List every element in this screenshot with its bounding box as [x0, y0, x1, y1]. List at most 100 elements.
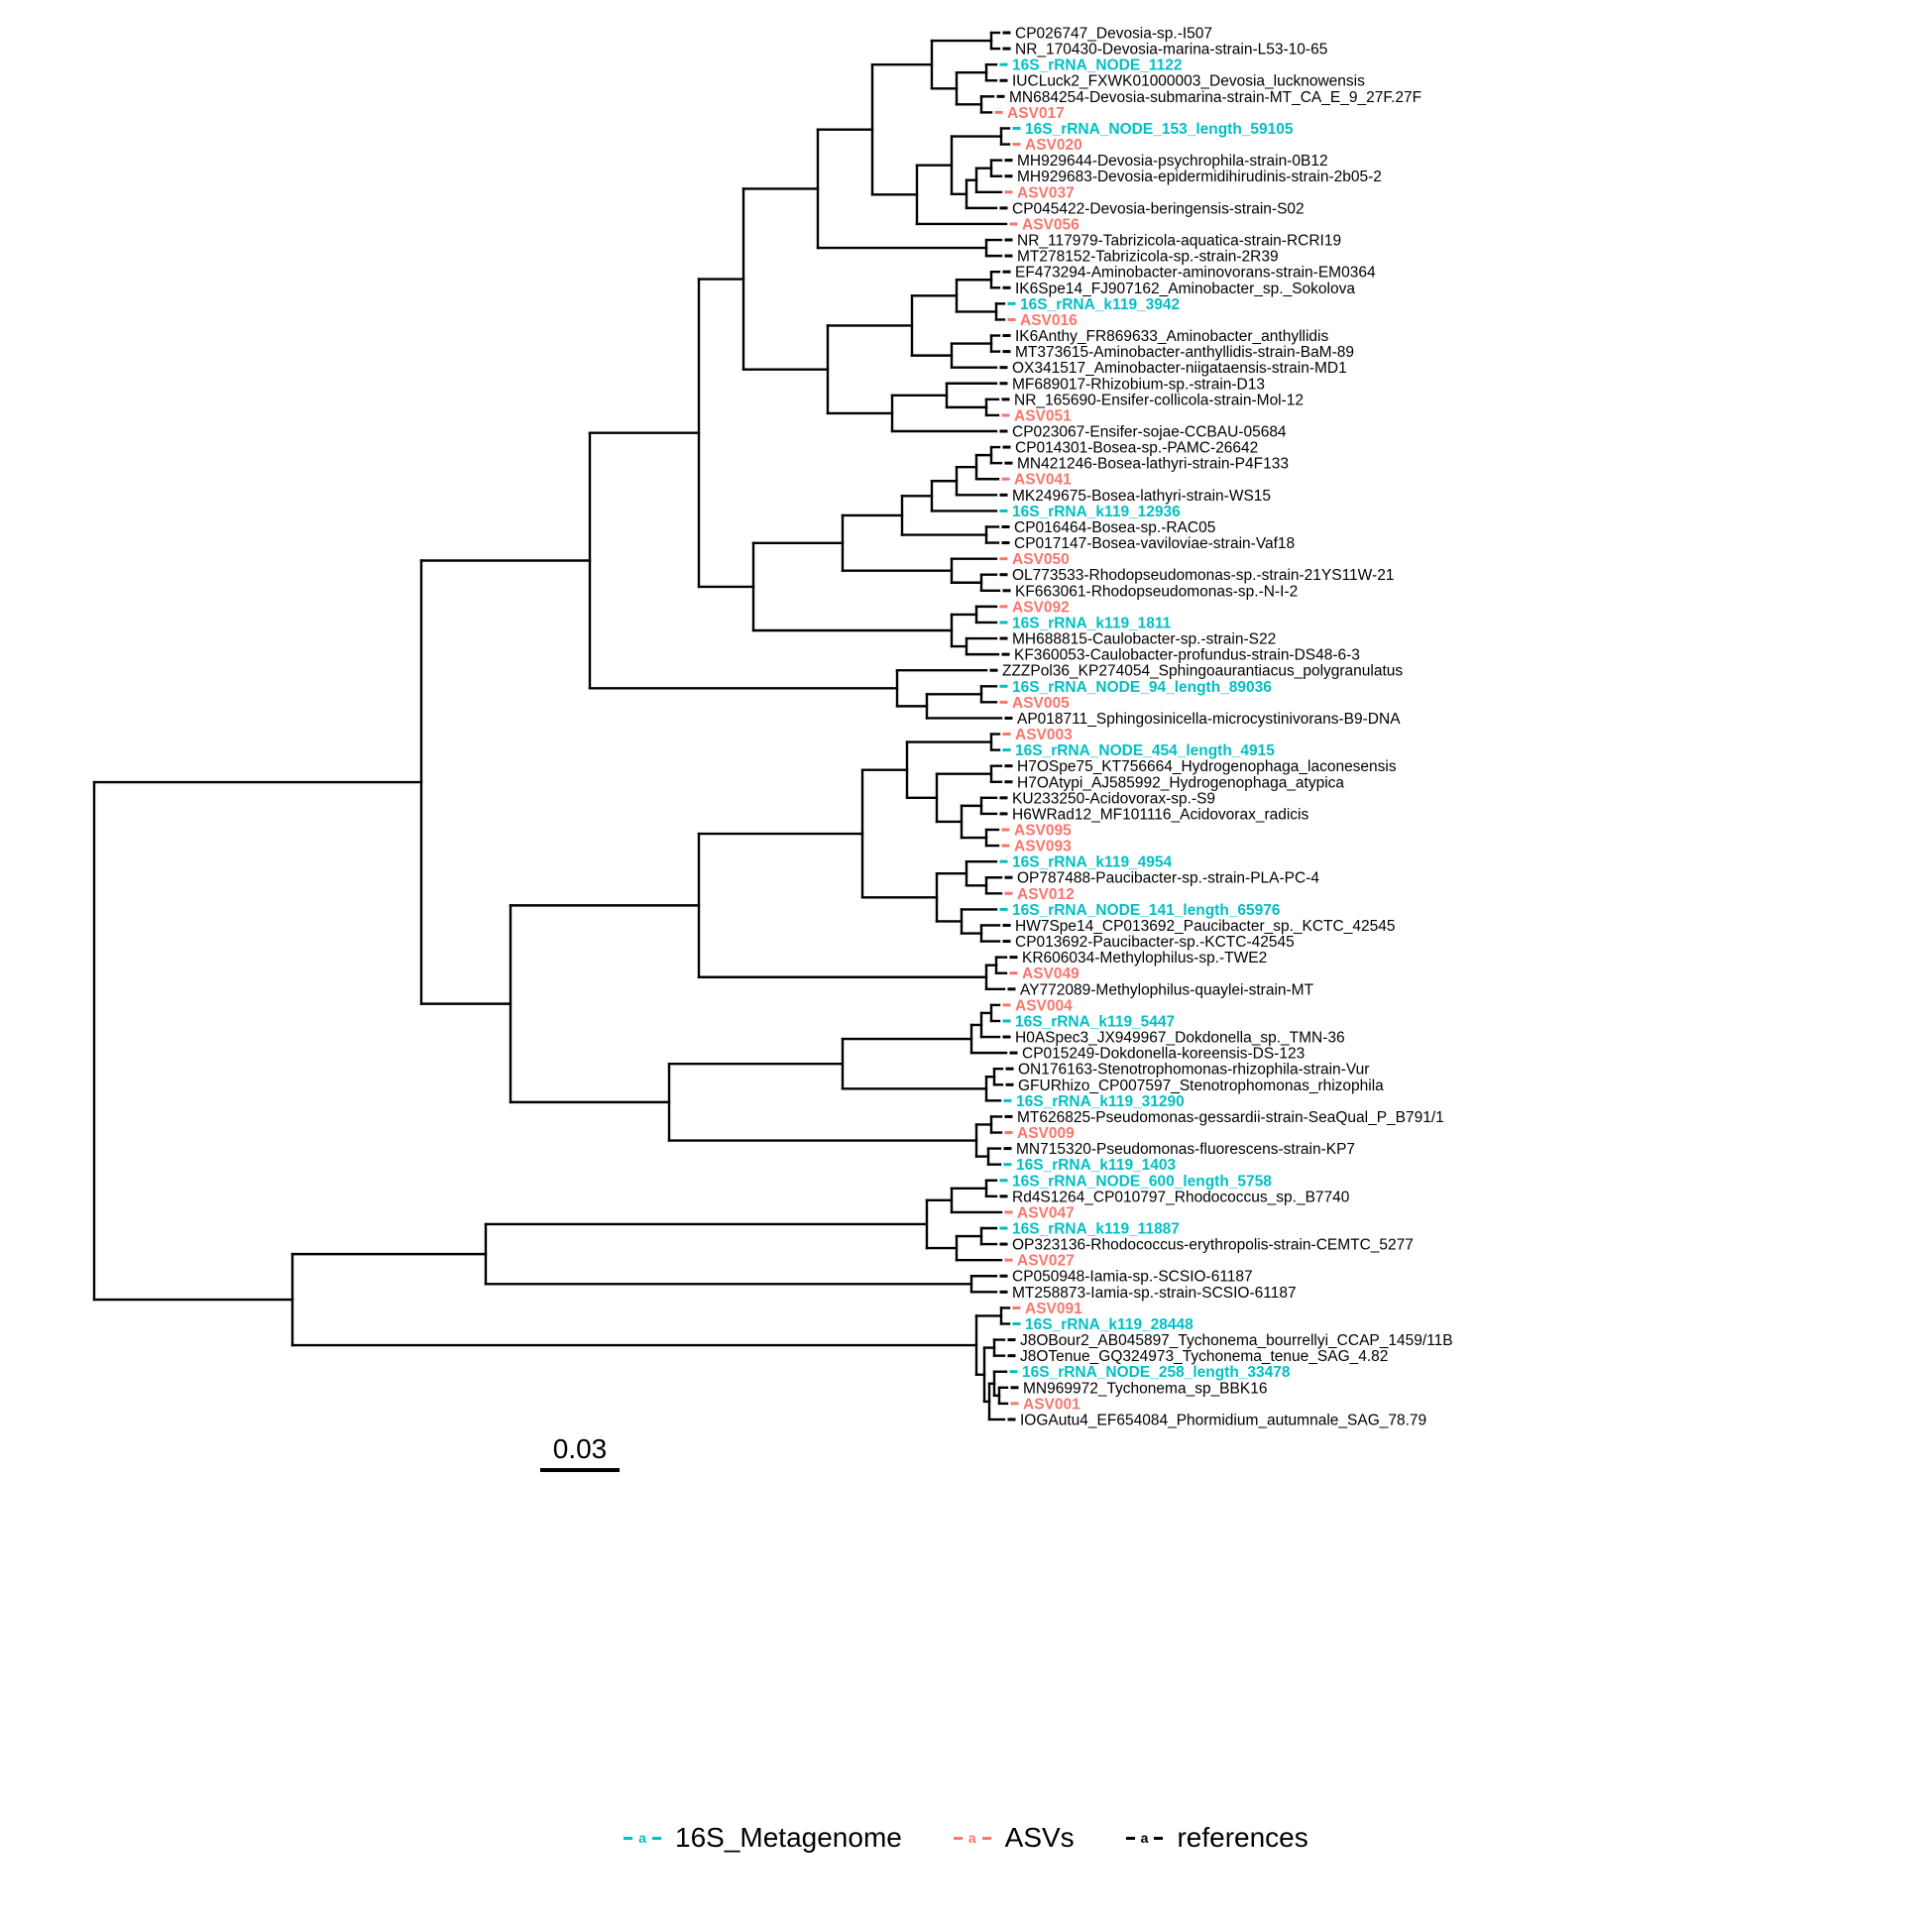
- legend-dash-icon: [624, 1836, 633, 1840]
- legend-glyph: a: [638, 1830, 647, 1846]
- tip-label: ASV051: [1014, 407, 1072, 424]
- tip-label: ASV001: [1023, 1396, 1080, 1413]
- tip-label: KF360053-Caulobacter-profundus-strain-DS…: [1014, 647, 1360, 664]
- tip-label: NR_165690-Ensifer-collicola-strain-Mol-1…: [1014, 392, 1304, 408]
- tip-label: ASV095: [1014, 823, 1072, 840]
- tip-label: KR606034-Methylophilus-sp.-TWE2: [1022, 950, 1267, 966]
- legend-label-metagenome: 16S_Metagenome: [675, 1822, 902, 1853]
- scale-bar-label: 0.03: [552, 1433, 608, 1464]
- tip-label: ASV009: [1017, 1125, 1075, 1142]
- tip-label: ON176163-Stenotrophomonas-rhizophila-str…: [1018, 1062, 1369, 1079]
- tip-label: CP023067-Ensifer-sojae-CCBAU-05684: [1012, 424, 1287, 441]
- tip-label: 16S_rRNA_k119_12936: [1012, 504, 1181, 520]
- legend-dash-icon: [981, 1836, 991, 1840]
- legend-dash-icon: [652, 1836, 662, 1840]
- legend: a 16S_Metagenome a ASVs a references: [0, 1822, 1932, 1854]
- tip-label: 16S_rRNA_NODE_141_length_65976: [1012, 902, 1281, 919]
- tip-label: IK6Anthy_FR869633_Aminobacter_anthyllidi…: [1015, 328, 1328, 345]
- tip-label: ASV041: [1014, 472, 1072, 489]
- tip-label: OP787488-Paucibacter-sp.-strain-PLA-PC-4: [1017, 870, 1319, 887]
- tip-label: MF689017-Rhizobium-sp.-strain-D13: [1012, 376, 1265, 393]
- legend-label-asvs: ASVs: [1004, 1822, 1075, 1853]
- tip-label: OP323136-Rhodococcus-erythropolis-strain…: [1012, 1237, 1414, 1254]
- tip-label: ASV091: [1025, 1301, 1082, 1317]
- tip-label: CP045422-Devosia-beringensis-strain-S02: [1012, 200, 1305, 217]
- tip-label: ASV092: [1012, 599, 1070, 616]
- tip-label: 16S_rRNA_NODE_454_length_4915: [1015, 742, 1275, 759]
- tip-label: 16S_rRNA_k119_3942: [1020, 296, 1180, 313]
- tip-label: 16S_rRNA_k119_31290: [1016, 1093, 1185, 1110]
- tip-label: IK6Spe14_FJ907162_Aminobacter_sp._Sokolo…: [1015, 281, 1355, 297]
- tip-label: MT278152-Tabrizicola-sp.-strain-2R39: [1017, 249, 1279, 266]
- tip-label: Rd4S1264_CP010797_Rhodococcus_sp._B7740: [1012, 1189, 1350, 1205]
- legend-item-references: a references: [1125, 1822, 1308, 1854]
- tip-label: ASV003: [1015, 727, 1073, 743]
- tip-label: ASV050: [1012, 551, 1070, 568]
- tip-label: 16S_rRNA_k119_1811: [1012, 615, 1172, 631]
- tip-label: OL773533-Rhodopseudomonas-sp.-strain-21Y…: [1012, 567, 1394, 584]
- tip-label: KU233250-Acidovorax-sp.-S9: [1012, 790, 1215, 807]
- tip-label: H0ASpec3_JX949967_Dokdonella_sp._TMN-36: [1015, 1030, 1345, 1047]
- tip-label: 16S_rRNA_NODE_1122: [1012, 57, 1182, 74]
- legend-glyph: a: [967, 1830, 976, 1846]
- legend-dash-icon: [953, 1836, 963, 1840]
- tip-label: 16S_rRNA_k119_5447: [1015, 1013, 1175, 1030]
- tip-label: ASV056: [1022, 216, 1080, 233]
- tip-label: ASV047: [1017, 1204, 1075, 1221]
- tip-label: 16S_rRNA_NODE_600_length_5758: [1012, 1173, 1272, 1190]
- legend-glyph: a: [1140, 1830, 1149, 1846]
- tip-label: MH929644-Devosia-psychrophila-strain-0B1…: [1017, 153, 1328, 170]
- tip-label: MN969972_Tychonema_sp_BBK16: [1023, 1380, 1267, 1397]
- tip-label: ASV049: [1022, 966, 1080, 982]
- tip-label: CP026747_Devosia-sp.-I507: [1015, 26, 1212, 43]
- tip-label: CP014301-Bosea-sp.-PAMC-26642: [1015, 440, 1258, 457]
- tip-label: NR_117979-Tabrizicola-aquatica-strain-RC…: [1017, 233, 1341, 250]
- tip-label: 16S_rRNA_k119_28448: [1025, 1316, 1193, 1333]
- legend-item-16s-metagenome: a 16S_Metagenome: [624, 1822, 902, 1854]
- tip-label: ASV027: [1017, 1253, 1075, 1270]
- tip-label: GFURhizo_CP007597_Stenotrophomonas_rhizo…: [1018, 1078, 1384, 1094]
- tip-label: HW7Spe14_CP013692_Paucibacter_sp._KCTC_4…: [1015, 918, 1395, 935]
- tip-label: CP013692-Paucibacter-sp.-KCTC-42545: [1015, 934, 1295, 951]
- tip-label: ASV017: [1007, 105, 1065, 122]
- tip-label: 16S_rRNA_k119_1403: [1016, 1157, 1177, 1174]
- legend-dash-icon: [1154, 1836, 1164, 1840]
- tip-label: 16S_rRNA_NODE_258_length_33478: [1022, 1364, 1291, 1381]
- tip-label: MH688815-Caulobacter-sp.-strain-S22: [1012, 631, 1276, 648]
- tip-label: MH929683-Devosia-epidermidihirudinis-str…: [1017, 169, 1382, 185]
- tip-label: OX341517_Aminobacter-niigataensis-strain…: [1012, 360, 1347, 377]
- tip-label: MN684254-Devosia-submarina-strain-MT_CA_…: [1009, 89, 1421, 106]
- tip-label: ASV020: [1025, 137, 1082, 154]
- tip-label: AP018711_Sphingosinicella-microcystinivo…: [1017, 711, 1401, 728]
- tip-label: KF663061-Rhodopseudomonas-sp.-N-I-2: [1015, 583, 1298, 600]
- scale-bar: 0.03: [540, 1433, 620, 1472]
- metagenome-key-icon: a: [624, 1830, 662, 1846]
- tip-label: H7OAtypi_AJ585992_Hydrogenophaga_atypica: [1017, 774, 1344, 791]
- tip-label: ASV037: [1017, 184, 1075, 201]
- tip-label: MT258873-Iamia-sp.-strain-SCSIO-61187: [1012, 1285, 1297, 1302]
- tip-label: MN421246-Bosea-lathyri-strain-P4F133: [1017, 456, 1289, 473]
- legend-item-asvs: a ASVs: [953, 1822, 1075, 1854]
- legend-dash-icon: [1125, 1836, 1135, 1840]
- tip-label: 16S_rRNA_k119_11887: [1012, 1221, 1180, 1238]
- tip-label: CP050948-Iamia-sp.-SCSIO-61187: [1012, 1269, 1253, 1286]
- tip-label: ASV004: [1015, 997, 1073, 1014]
- tip-label: ASV093: [1014, 839, 1072, 855]
- reference-key-icon: a: [1125, 1830, 1164, 1846]
- tip-label: 16S_rRNA_NODE_153_length_59105: [1025, 121, 1294, 138]
- tip-label: H6WRad12_MF101116_Acidovorax_radicis: [1012, 806, 1308, 823]
- tip-label: 16S_rRNA_NODE_94_length_89036: [1012, 679, 1272, 696]
- tip-label: ASV005: [1012, 695, 1070, 712]
- tip-label: NR_170430-Devosia-marina-strain-L53-10-6…: [1015, 42, 1327, 58]
- tip-label: ZZZPol36_KP274054_Sphingoaurantiacus_pol…: [1002, 663, 1403, 680]
- tip-label: ASV012: [1017, 886, 1075, 903]
- tip-label: IOGAutu4_EF654084_Phormidium_autumnale_S…: [1020, 1412, 1426, 1428]
- tip-label: EF473294-Aminobacter-aminovorans-strain-…: [1015, 265, 1376, 282]
- tip-label: MN715320-Pseudomonas-fluorescens-strain-…: [1016, 1141, 1355, 1158]
- tip-label: IUCLuck2_FXWK01000003_Devosia_lucknowens…: [1012, 73, 1365, 90]
- tip-label: MK249675-Bosea-lathyri-strain-WS15: [1012, 488, 1271, 505]
- tip-label: J8OBour2_AB045897_Tychonema_bourrellyi_C…: [1020, 1332, 1453, 1349]
- tip-label: AY772089-Methylophilus-quaylei-strain-MT: [1020, 981, 1314, 998]
- legend-label-references: references: [1177, 1822, 1308, 1853]
